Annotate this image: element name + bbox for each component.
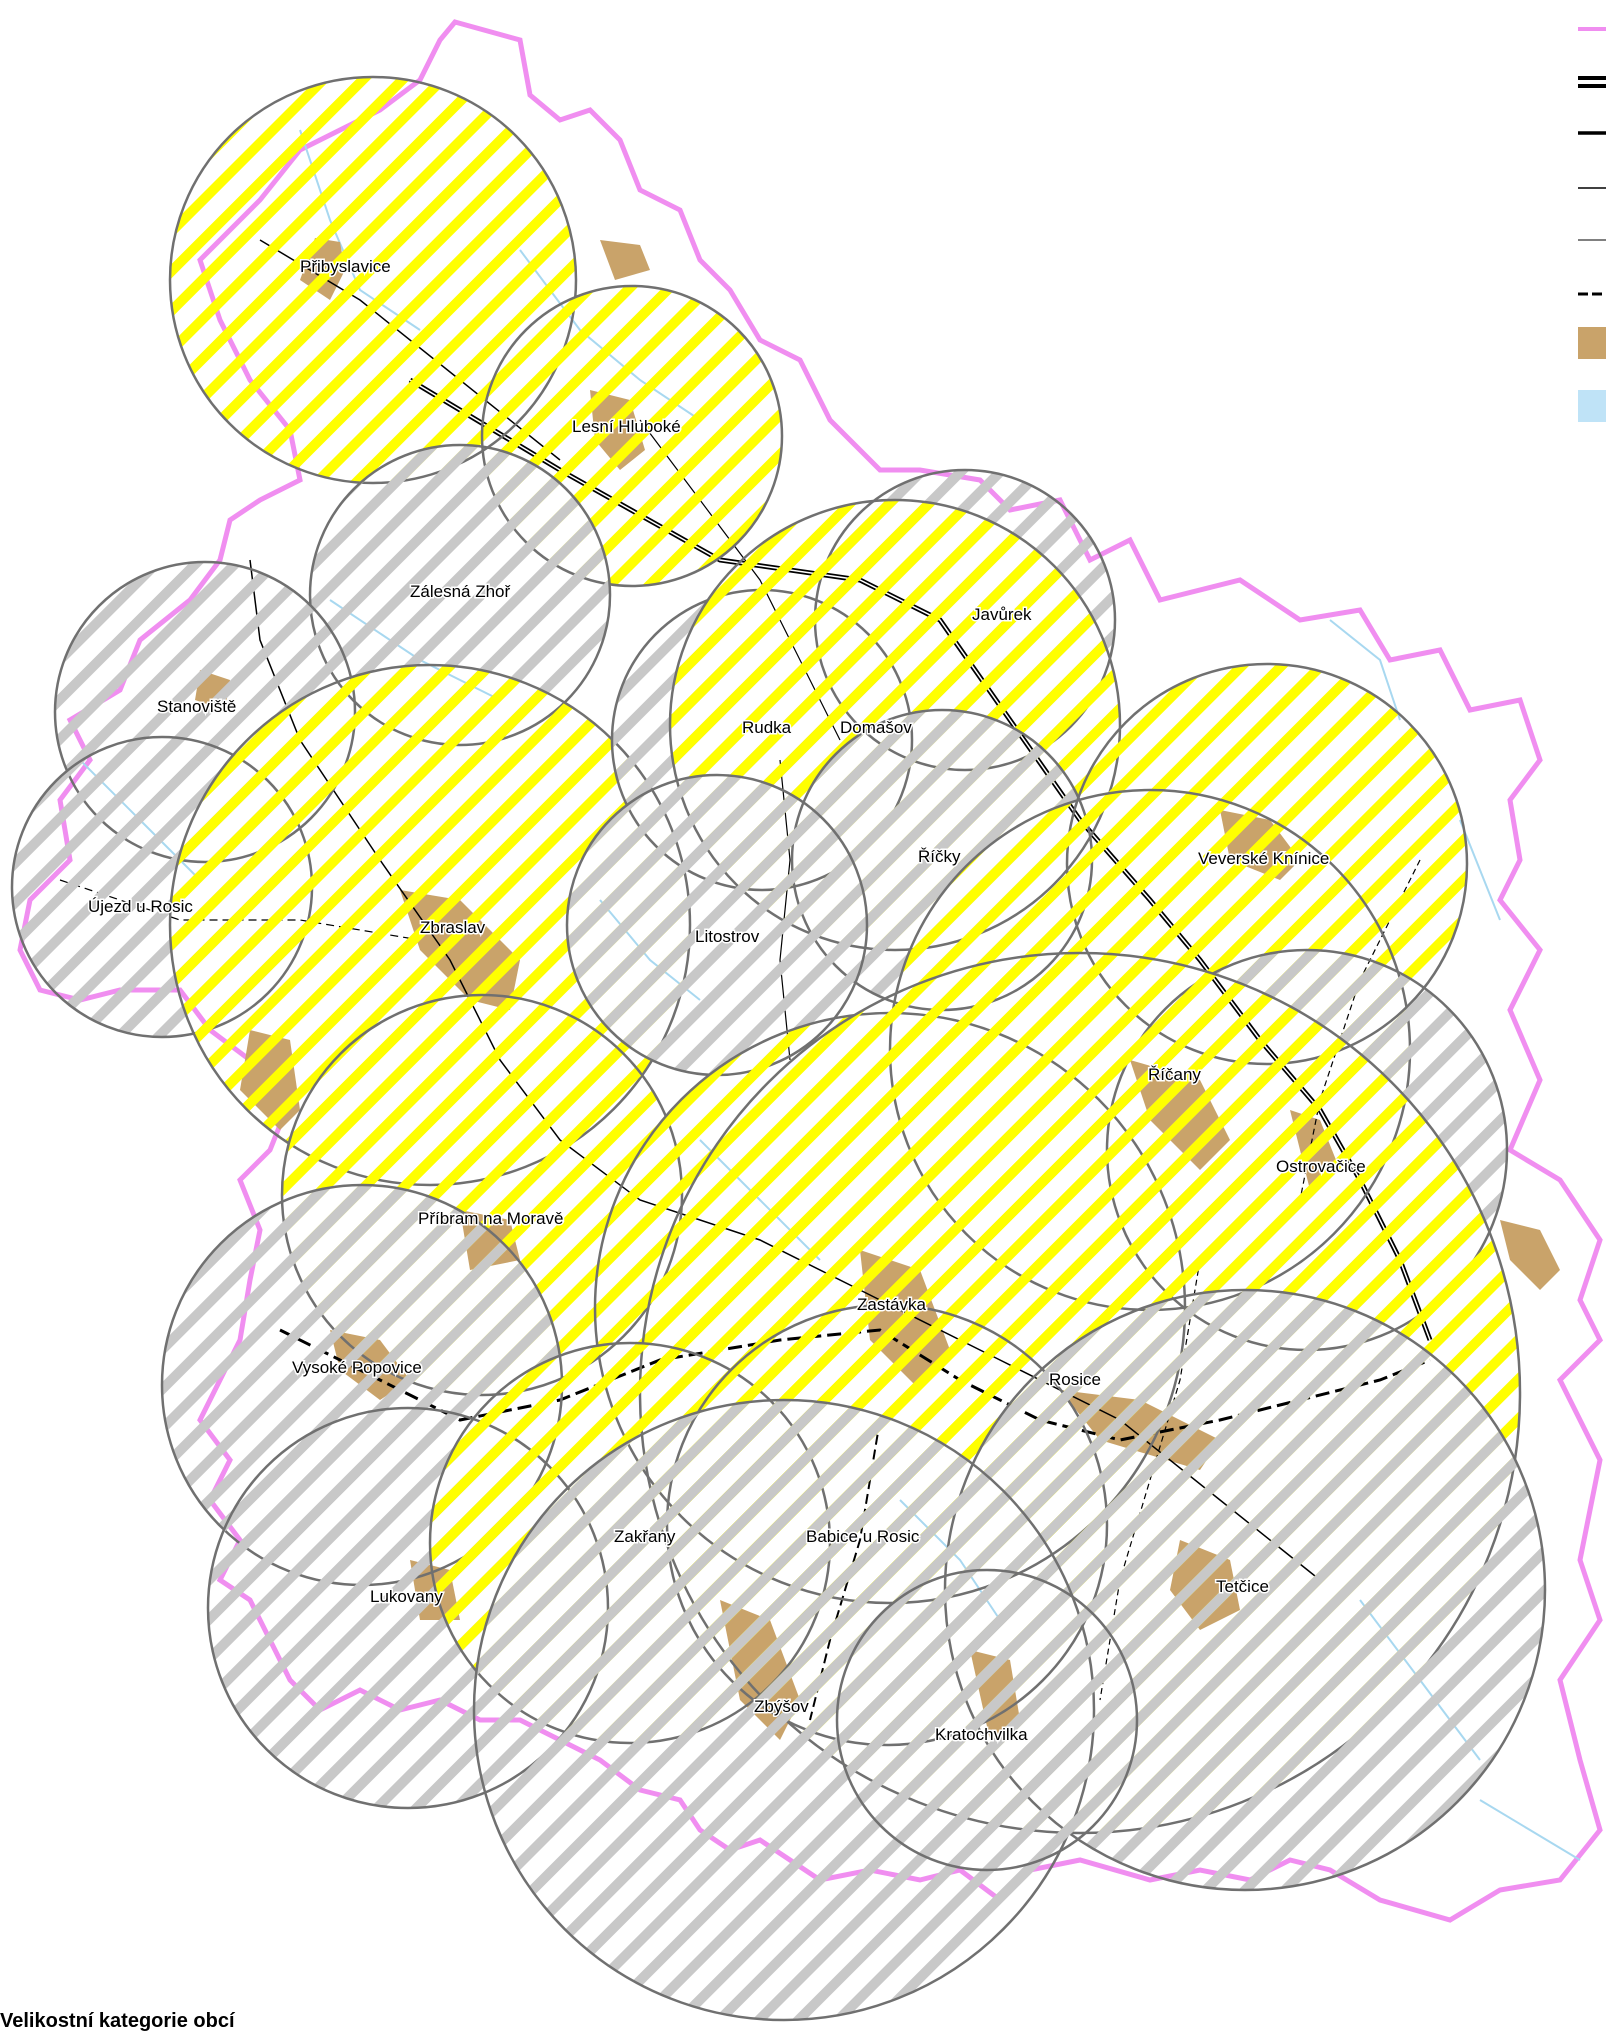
label-zalesna-zhor: Zálesná Zhoř [410, 582, 510, 601]
label-tetcice: Tetčice [1216, 1577, 1269, 1596]
label-veverske: Veverské Knínice [1198, 849, 1329, 868]
label-zakrany: Zakřany [614, 1527, 676, 1546]
legend-symbols [1578, 27, 1606, 422]
label-zbysov: Zbýšov [754, 1697, 809, 1716]
label-rudka: Rudka [742, 718, 792, 737]
label-zbraslav: Zbraslav [420, 918, 486, 937]
zone-kratochvilka [835, 1568, 1139, 1872]
label-vysoke-popovice: Vysoké Popovice [292, 1358, 422, 1377]
legend-highway [1578, 76, 1606, 88]
label-kratochvilka: Kratochvilka [935, 1725, 1028, 1744]
place-labels: Přibyslavice Lesní Hluboké Zálesná Zhoř … [87, 256, 1368, 1746]
label-domasov: Domašov [840, 718, 912, 737]
label-zastavka: Zastávka [857, 1295, 927, 1314]
label-babice: Babice u Rosic [806, 1527, 920, 1546]
legend-water [1578, 390, 1606, 422]
label-lesni-hluboke: Lesní Hluboké [572, 417, 681, 436]
label-stanoviste: Stanoviště [157, 697, 236, 716]
legend-settlement [1578, 327, 1606, 359]
label-litostrov: Litostrov [695, 927, 760, 946]
label-rosice: Rosice [1049, 1370, 1101, 1389]
label-javurek: Javůrek [972, 605, 1032, 624]
label-ujezd: Újezd u Rosic [88, 897, 193, 916]
label-ricky: Říčky [918, 847, 961, 866]
label-pribyslavice: Přibyslavice [300, 257, 391, 276]
label-pribram: Příbram na Moravě [418, 1209, 564, 1228]
label-ostrovacice: Ostrovačice [1276, 1157, 1366, 1176]
label-ricany: Říčany [1148, 1065, 1201, 1084]
buffer-zones [10, 75, 1547, 2022]
label-lukovany: Lukovany [370, 1587, 443, 1606]
legend-title: Velikostní kategorie obcí [0, 2010, 235, 2032]
